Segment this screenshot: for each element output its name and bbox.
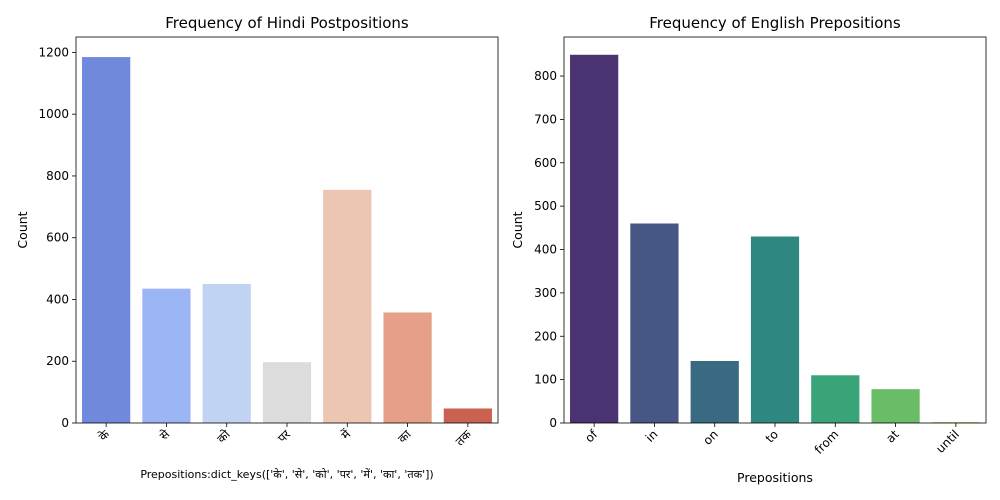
english-chart-panel: Frequency of English Prepositions Count …	[510, 14, 987, 485]
hindi-bar	[142, 288, 191, 423]
hindi-bar	[383, 312, 432, 423]
english-bar	[871, 389, 920, 423]
hindi-x-axis-label: Prepositions:dict_keys(['के', 'से', 'को'…	[140, 468, 433, 481]
english-y-tick-label: 800	[534, 69, 557, 83]
english-y-tick-label: 400	[534, 243, 557, 257]
hindi-y-ticks: 0 200 400 600 800 1000 1200	[38, 45, 76, 430]
hindi-bar	[262, 362, 312, 423]
english-x-tick-label: until	[933, 427, 962, 456]
english-plot-frame	[563, 36, 987, 424]
english-y-tick-label: 0	[549, 416, 557, 430]
english-x-tick-label: from	[812, 427, 842, 457]
hindi-bar	[202, 284, 251, 423]
hindi-x-tick-label: को	[214, 427, 233, 446]
hindi-y-axis-label: Count	[15, 211, 30, 248]
hindi-chart-title: Frequency of Hindi Postpositions	[165, 14, 409, 32]
hindi-bar	[82, 57, 131, 423]
english-x-ticks: of in on to from at until	[582, 423, 962, 457]
hindi-y-tick-label: 400	[46, 292, 69, 306]
english-y-tick-label: 700	[534, 112, 557, 126]
hindi-bars	[82, 57, 492, 423]
hindi-y-tick-label: 600	[46, 231, 69, 245]
hindi-y-tick-label: 0	[61, 416, 69, 430]
english-y-axis-label: Count	[510, 211, 525, 248]
english-y-tick-label: 200	[534, 329, 557, 343]
hindi-x-ticks: के से को पर में का तक	[96, 423, 475, 448]
hindi-y-tick-label: 1000	[38, 107, 69, 121]
hindi-y-tick-label: 200	[46, 354, 69, 368]
hindi-x-tick-label: पर	[275, 426, 294, 445]
english-y-tick-label: 100	[534, 373, 557, 387]
english-bar	[811, 375, 860, 423]
hindi-x-tick-label: से	[157, 427, 173, 443]
english-x-tick-label: in	[643, 427, 661, 445]
hindi-x-tick-label: के	[96, 427, 113, 444]
english-y-tick-label: 600	[534, 156, 557, 170]
english-x-axis-label: Prepositions	[737, 470, 813, 485]
hindi-bar	[443, 408, 492, 423]
hindi-x-tick-label: का	[395, 427, 414, 446]
english-x-tick-label: of	[582, 427, 601, 446]
english-x-tick-label: on	[700, 427, 720, 447]
hindi-plot-frame	[75, 36, 499, 424]
hindi-bar	[323, 189, 372, 423]
english-bar	[750, 236, 800, 423]
english-x-tick-label: to	[763, 427, 781, 445]
hindi-y-tick-label: 800	[46, 169, 69, 183]
english-bar	[570, 54, 619, 423]
hindi-x-tick-label: तक	[453, 427, 475, 449]
english-x-tick-label: at	[883, 427, 902, 446]
english-chart-title: Frequency of English Prepositions	[649, 14, 901, 32]
hindi-y-tick-label: 1200	[38, 45, 69, 59]
english-bar	[630, 223, 679, 423]
hindi-x-tick-label: में	[338, 427, 354, 443]
english-y-tick-label: 500	[534, 199, 557, 213]
english-bar	[931, 422, 980, 423]
english-bar	[690, 360, 739, 423]
english-bars	[570, 54, 980, 423]
hindi-chart-panel: Frequency of Hindi Postpositions Count P…	[15, 14, 499, 481]
english-y-tick-label: 300	[534, 286, 557, 300]
english-y-ticks: 0 100 200 300 400 500 600 700 800	[534, 69, 564, 430]
